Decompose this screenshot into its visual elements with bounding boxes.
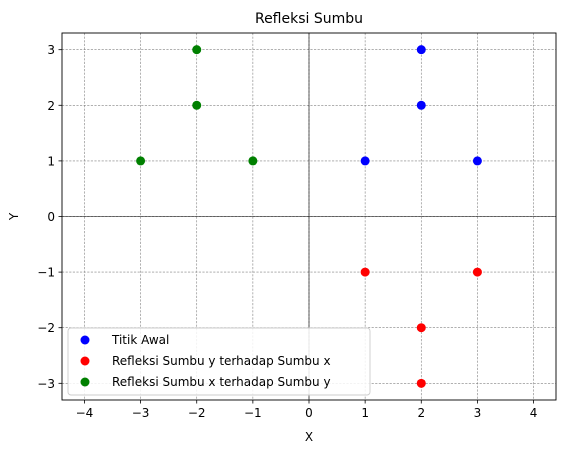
- point-series-3: [192, 100, 202, 110]
- x-tick-label: −4: [76, 406, 94, 420]
- legend-label: Titik Awal: [111, 333, 169, 347]
- data-points: [136, 45, 482, 388]
- x-tick-label: −1: [244, 406, 262, 420]
- y-tick-label: −2: [37, 321, 55, 335]
- x-tick-label: 0: [305, 406, 313, 420]
- point-series-3: [192, 45, 202, 55]
- legend-marker: [80, 356, 90, 366]
- legend-label: Refleksi Sumbu y terhadap Sumbu x: [112, 354, 331, 368]
- x-axis-ticks: −4 −3 −2 −1 0 1 2 3 4: [76, 400, 538, 420]
- y-tick-label: −3: [37, 377, 55, 391]
- point-series-2: [472, 267, 482, 277]
- y-tick-label: 0: [47, 210, 55, 224]
- x-tick-label: 1: [361, 406, 369, 420]
- y-tick-label: −1: [37, 266, 55, 280]
- point-series-2: [416, 323, 426, 333]
- point-series-2: [416, 378, 426, 388]
- legend-label: Refleksi Sumbu x terhadap Sumbu y: [112, 375, 331, 389]
- legend: Titik Awal Refleksi Sumbu y terhadap Sumb…: [67, 327, 371, 396]
- point-series-3: [248, 156, 258, 166]
- x-axis-label: X: [305, 430, 313, 444]
- x-tick-label: 4: [530, 406, 538, 420]
- y-axis-ticks: −3 −2 −1 0 1 2 3: [37, 43, 62, 391]
- point-series-3: [136, 156, 146, 166]
- legend-marker: [80, 377, 90, 387]
- x-tick-label: 2: [417, 406, 425, 420]
- x-tick-label: −2: [188, 406, 206, 420]
- y-tick-label: 2: [47, 99, 55, 113]
- point-series-1: [360, 156, 370, 166]
- point-series-1: [416, 45, 426, 55]
- chart-title: Refleksi Sumbu: [255, 11, 363, 27]
- x-tick-label: 3: [474, 406, 482, 420]
- point-series-2: [360, 267, 370, 277]
- legend-box: [67, 327, 371, 396]
- point-series-1: [472, 156, 482, 166]
- point-series-1: [416, 100, 426, 110]
- y-tick-label: 3: [47, 43, 55, 57]
- x-tick-label: −3: [132, 406, 150, 420]
- legend-marker: [80, 335, 90, 345]
- y-tick-label: 1: [47, 154, 55, 168]
- y-axis-label: Y: [7, 212, 21, 221]
